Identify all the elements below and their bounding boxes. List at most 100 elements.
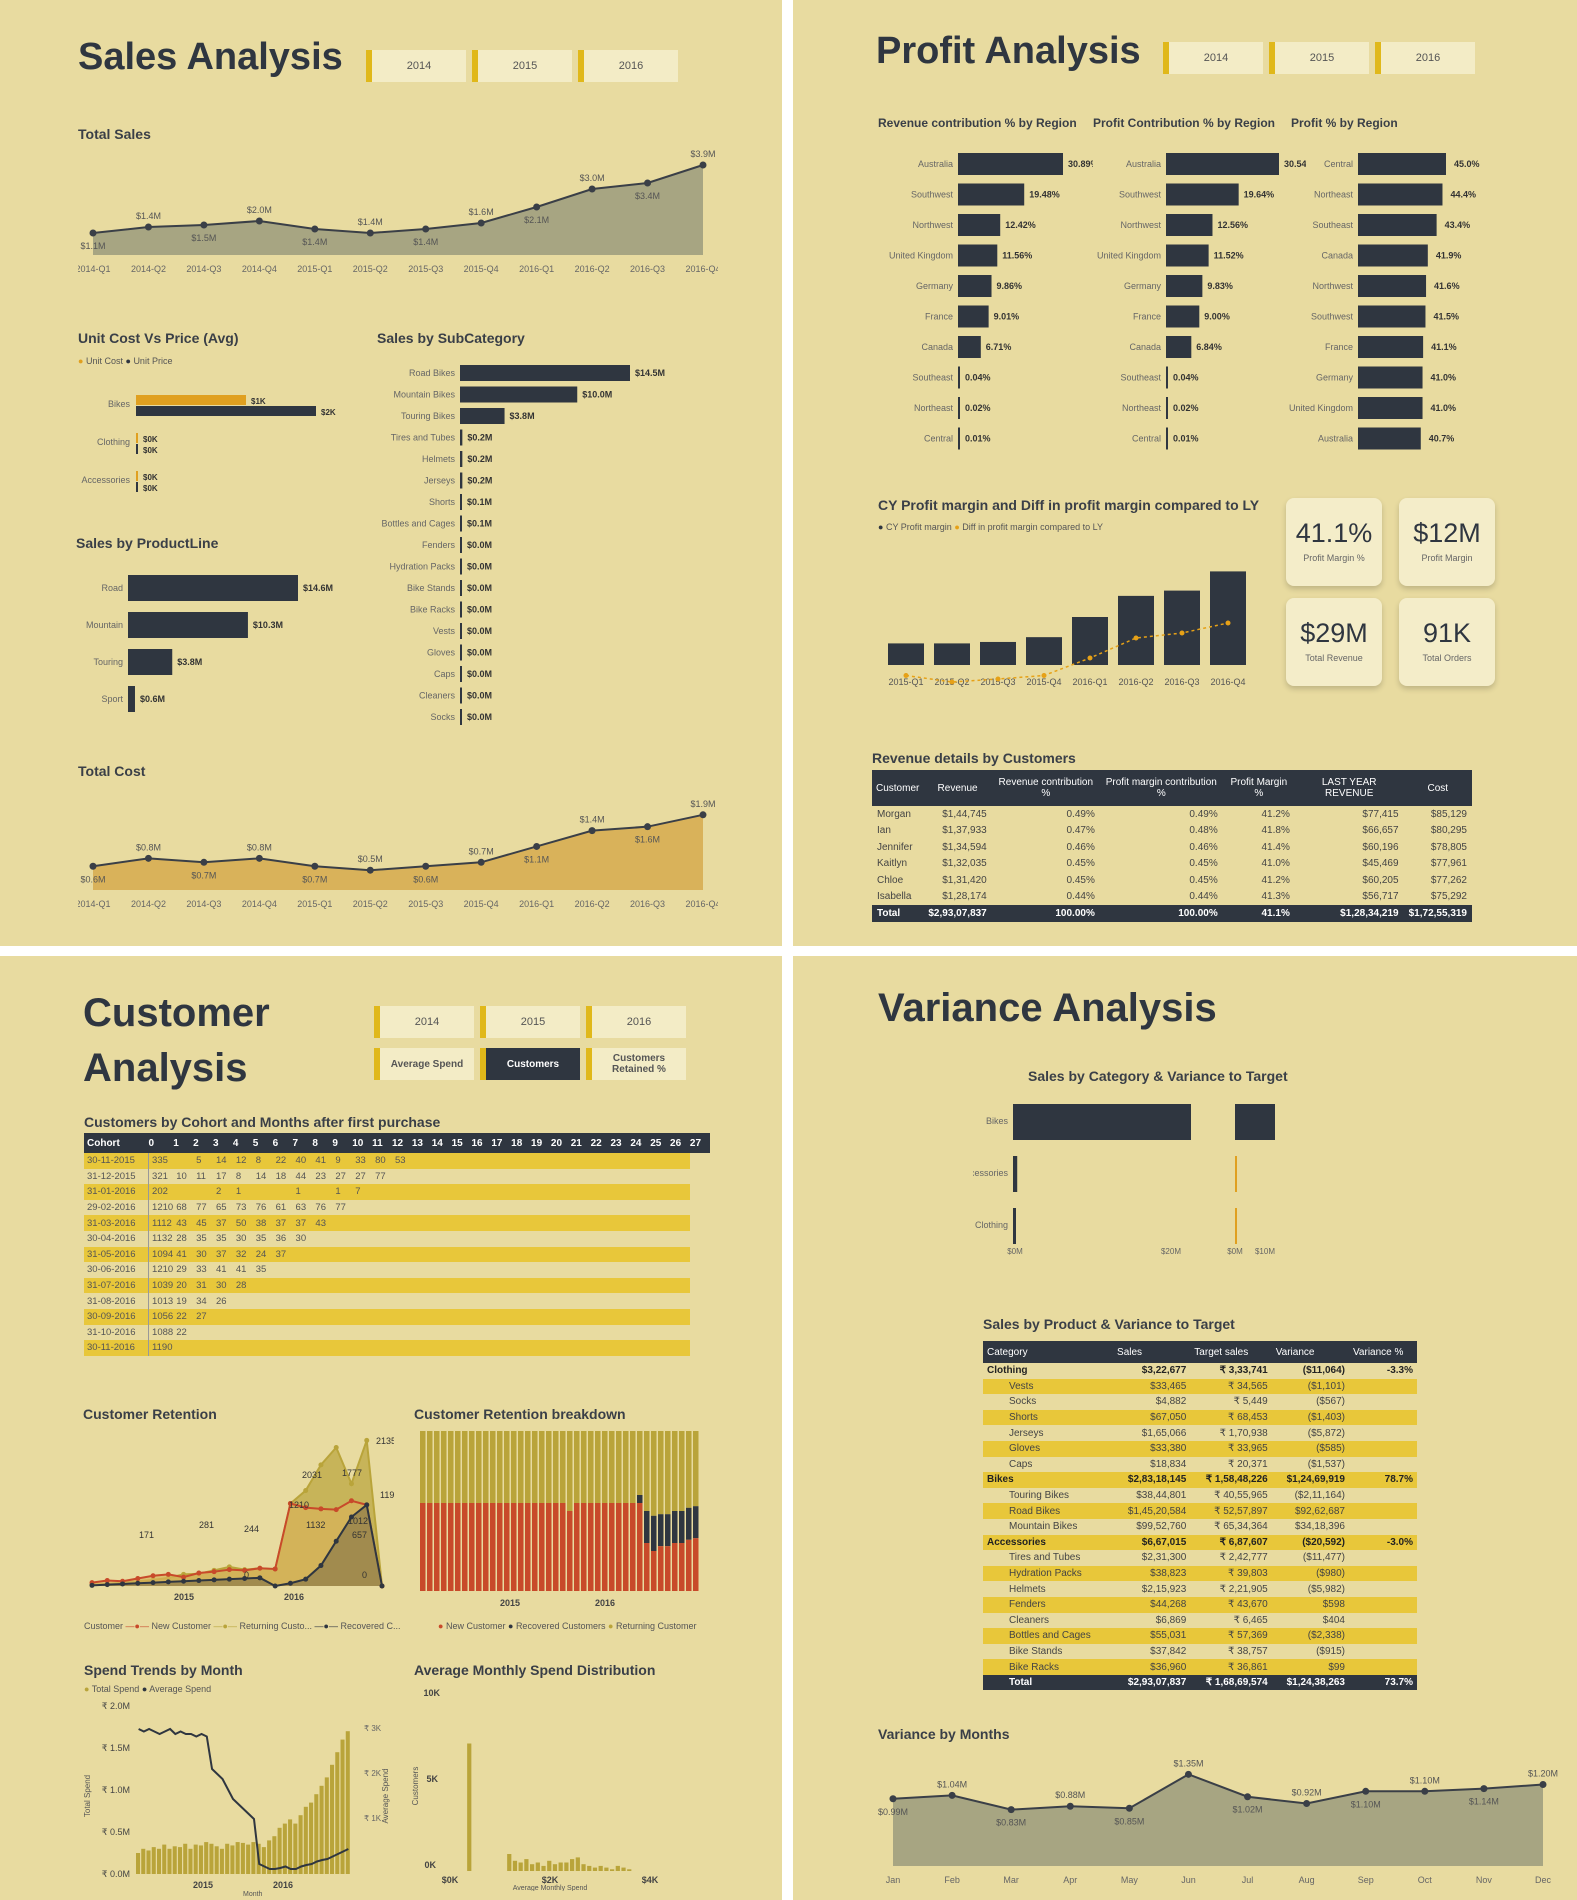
cohort-header[interactable]: 2: [193, 1133, 213, 1153]
variance-bar: [1235, 1208, 1237, 1244]
cohort-cell: [650, 1325, 670, 1341]
cohort-header[interactable]: 16: [471, 1133, 492, 1153]
cohort-header[interactable]: 19: [531, 1133, 551, 1153]
cohort-cell: [451, 1340, 472, 1356]
cohort-header[interactable]: 15: [451, 1133, 472, 1153]
var-col-header[interactable]: Target sales: [1190, 1341, 1272, 1363]
cohort-header[interactable]: 21: [570, 1133, 591, 1153]
cohort-header[interactable]: 4: [232, 1133, 253, 1153]
category-row[interactable]: Bikes $2,83,18,145 ₹ 1,58,48,226 $1,24,69,9…: [983, 1472, 1417, 1488]
col-header[interactable]: Revenue contribution %: [991, 770, 1100, 806]
cohort-header[interactable]: 14: [431, 1133, 452, 1153]
bar: [1166, 427, 1168, 450]
col-header[interactable]: Customer: [872, 770, 924, 806]
profit-year-2015[interactable]: 2015: [1269, 42, 1369, 74]
cohort-cell: 31-08-2016: [84, 1293, 150, 1309]
col-header[interactable]: Profit margin contribution %: [1099, 770, 1223, 806]
cohort-cell: [590, 1340, 611, 1356]
cohort-cell: 5: [193, 1153, 213, 1169]
cohort-header[interactable]: 3: [212, 1133, 233, 1153]
table-row: Gloves $33,380 ₹ 33,965 ($585): [983, 1440, 1417, 1457]
toggle-customers[interactable]: Customers: [480, 1048, 580, 1080]
category-label: Bikes: [986, 1116, 1009, 1126]
var-col-header[interactable]: Category: [983, 1341, 1114, 1363]
bar: [1358, 153, 1446, 175]
var-cell: 78.7%: [1349, 1472, 1417, 1488]
category-row[interactable]: Clothing $3,22,677 ₹ 3,33,741 ($11,064) -3.3…: [983, 1363, 1417, 1379]
cohort-header[interactable]: 26: [670, 1133, 690, 1153]
data-point: [1244, 1793, 1252, 1801]
var-col-header[interactable]: Variance %: [1349, 1341, 1417, 1363]
cohort-header[interactable]: 12: [391, 1133, 412, 1153]
sales-year-2016[interactable]: 2016: [578, 50, 678, 82]
sales-year-2014[interactable]: 2014: [366, 50, 466, 82]
bar: [558, 1862, 563, 1871]
cohort-header[interactable]: 0: [148, 1133, 174, 1153]
cohort-header[interactable]: 22: [590, 1133, 611, 1153]
data-label: $3.0M: [580, 173, 605, 183]
cohort-cell: 8: [235, 1170, 242, 1182]
cohort-cell: [352, 1262, 372, 1278]
profit-year-2014[interactable]: 2014: [1163, 42, 1263, 74]
customer-year-2014[interactable]: 2014: [374, 1006, 474, 1038]
cohort-header[interactable]: 20: [550, 1133, 571, 1153]
x-tick-label: Sep: [1358, 1875, 1374, 1885]
cohort-cell: [471, 1215, 492, 1231]
subcat-title: Sales by SubCategory: [377, 330, 525, 346]
toggle-average-spend[interactable]: Average Spend: [374, 1048, 474, 1080]
var-cell: $2,31,300: [1141, 1552, 1187, 1564]
table-row: Touring Bikes $38,44,801 ₹ 40,55,965 ($2,11…: [983, 1488, 1417, 1504]
sales-year-2015[interactable]: 2015: [472, 50, 572, 82]
profit-year-2016[interactable]: 2016: [1375, 42, 1475, 74]
cohort-header[interactable]: 8: [312, 1133, 333, 1153]
category-label: Northwest: [1120, 220, 1161, 230]
cohort-header[interactable]: 25: [650, 1133, 671, 1153]
cohort-cell: [252, 1184, 273, 1200]
cohort-header[interactable]: 27: [689, 1133, 710, 1153]
cohort-cell: [352, 1308, 373, 1325]
bar: [136, 433, 138, 443]
var-col-header[interactable]: Variance: [1271, 1341, 1349, 1363]
data-label: $0.99M: [878, 1807, 908, 1817]
cohort-header[interactable]: 18: [511, 1133, 532, 1153]
x-tick-label: 2015: [193, 1880, 213, 1890]
data-point: [89, 229, 97, 237]
cohort-header[interactable]: 24: [630, 1133, 651, 1153]
cohort-cell: [570, 1153, 591, 1169]
bar: [958, 336, 981, 358]
category-row[interactable]: Accessories $6,67,015 ₹ 6,87,607 ($20,592) -…: [983, 1534, 1417, 1551]
cohort-cell: [332, 1340, 353, 1356]
col-header[interactable]: LAST YEAR REVENUE: [1294, 770, 1404, 806]
cohort-header[interactable]: 23: [610, 1133, 631, 1153]
var-col-header[interactable]: Sales: [1113, 1341, 1191, 1363]
cohort-header[interactable]: 17: [491, 1133, 512, 1153]
col-header[interactable]: Cost: [1403, 770, 1472, 806]
cohort-cell: [193, 1340, 213, 1356]
cohort-header[interactable]: 1: [173, 1133, 194, 1153]
customer-year-2015[interactable]: 2015: [480, 1006, 580, 1038]
cohort-header[interactable]: 7: [292, 1133, 313, 1153]
cohort-cell: [392, 1169, 412, 1185]
cohort-header[interactable]: 13: [411, 1133, 432, 1153]
cohort-header[interactable]: Cohort: [84, 1133, 149, 1153]
cohort-header[interactable]: 6: [272, 1133, 293, 1153]
table-cell: 41.8%: [1261, 825, 1290, 837]
customer-year-2016[interactable]: 2016: [586, 1006, 686, 1038]
toggle-customers-retained[interactable]: Customers Retained %: [586, 1048, 686, 1080]
cohort-header[interactable]: 11: [372, 1133, 392, 1153]
rev-region-chart: Australia 30.89% Southwest 19.48% Northwest 1…: [889, 153, 1093, 450]
bar-new: [420, 1503, 426, 1591]
bar: [958, 275, 992, 297]
cohort-header[interactable]: 9: [332, 1133, 353, 1153]
bar-returning: [581, 1431, 587, 1503]
cohort-header[interactable]: 5: [252, 1133, 273, 1153]
series-point: [150, 1573, 156, 1579]
cohort-cell: [213, 1325, 233, 1341]
col-header[interactable]: Profit Margin %: [1222, 770, 1295, 806]
category-label: Southeast: [912, 373, 953, 383]
cohort-header[interactable]: 10: [352, 1133, 373, 1153]
bar: [156, 1848, 162, 1874]
col-header[interactable]: Revenue: [923, 770, 992, 806]
cohort-cell: [392, 1293, 412, 1309]
cohort-cell: [531, 1169, 551, 1185]
